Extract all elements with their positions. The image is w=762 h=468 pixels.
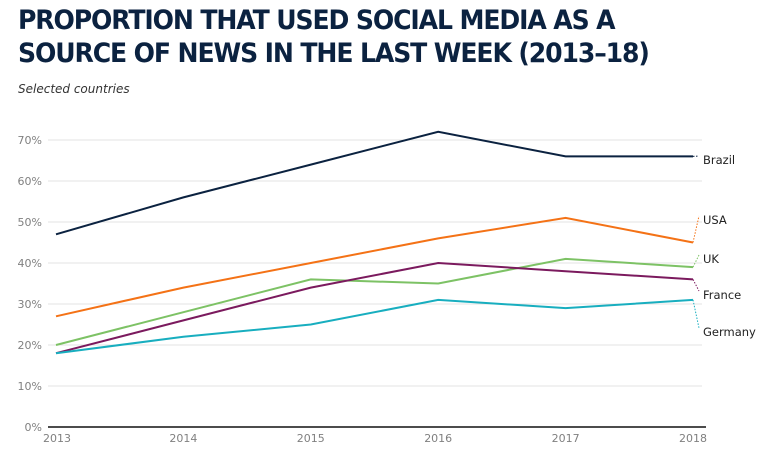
chart-subtitle: Selected countries [18, 82, 130, 96]
y-tick-label: 70% [18, 134, 42, 147]
y-axis-ticks: 0% 10% 20% 30% 40% 50% 60% 70% [18, 134, 42, 434]
leader-line [692, 279, 700, 292]
series-label-uk: UK [703, 252, 719, 266]
y-tick-label: 50% [18, 216, 42, 229]
series-line-france [55, 261, 694, 355]
y-tick-label: 10% [18, 380, 42, 393]
leader-line [692, 254, 700, 268]
series-line-germany [55, 298, 694, 355]
series-line-uk [55, 257, 694, 346]
series-lines [55, 130, 700, 355]
series-label-brazil: Brazil [703, 153, 735, 167]
x-tick-label: 2016 [424, 432, 452, 445]
y-tick-label: 20% [18, 339, 42, 352]
series-line-usa [55, 216, 694, 318]
x-tick-label: 2013 [43, 432, 71, 445]
series-label-france: France [703, 288, 741, 302]
x-tick-label: 2014 [169, 432, 197, 445]
y-tick-label: 0% [25, 421, 42, 434]
x-tick-label: 2018 [679, 432, 707, 445]
series-labels: Brazil USA UK France Germany [703, 153, 756, 339]
series-label-usa: USA [703, 213, 727, 227]
x-tick-label: 2015 [297, 432, 325, 445]
y-tick-label: 30% [18, 298, 42, 311]
chart-title: PROPORTION THAT USED SOCIAL MEDIA AS A S… [18, 5, 650, 69]
leader-line [692, 215, 700, 243]
series-line-brazil [55, 130, 693, 236]
series-label-germany: Germany [703, 325, 756, 339]
x-tick-label: 2017 [552, 432, 580, 445]
y-tick-label: 40% [18, 257, 42, 270]
gridlines [48, 139, 702, 387]
y-tick-label: 60% [18, 175, 42, 188]
x-axis-ticks: 2013 2014 2015 2016 2017 2018 [43, 432, 707, 445]
